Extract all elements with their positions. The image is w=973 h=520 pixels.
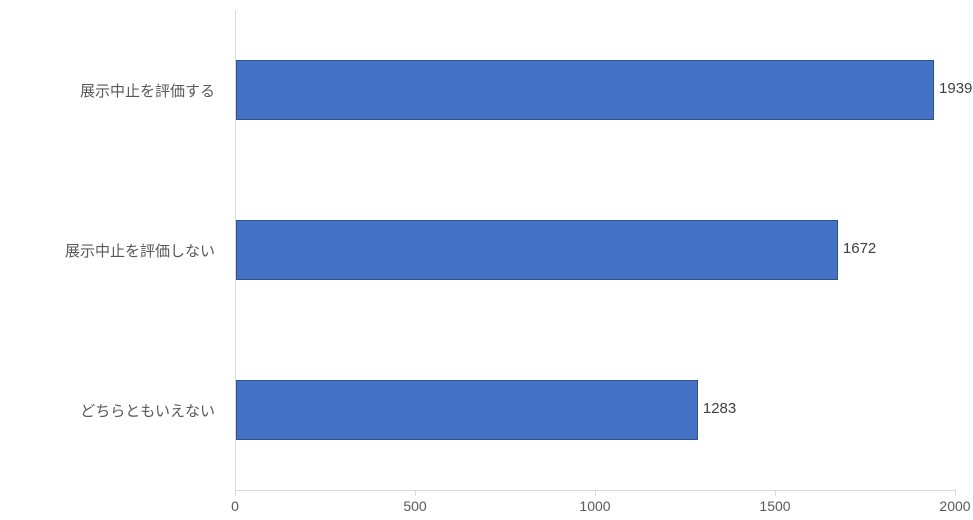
category-label: 展示中止を評価する (0, 80, 215, 101)
category-label: どちらともいえない (0, 400, 215, 421)
chart-container: 0 500 1000 1500 2000 展示中止を評価する 1939 展示中止を評価しない 1… (0, 0, 973, 520)
bar-value-label: 1283 (703, 400, 736, 417)
x-axis-tick-label: 500 (385, 498, 445, 514)
x-axis-tick (955, 490, 956, 496)
x-axis-tick (415, 490, 416, 496)
x-axis-tick (235, 490, 236, 496)
bar-value-label: 1672 (843, 240, 876, 257)
bar (236, 60, 934, 121)
bar-value-label: 1939 (939, 80, 972, 97)
bar (236, 220, 838, 281)
x-axis-tick-label: 1500 (745, 498, 805, 514)
x-axis-tick (595, 490, 596, 496)
bar (236, 380, 698, 441)
x-axis-tick-label: 0 (205, 498, 265, 514)
x-axis-tick-label: 2000 (925, 498, 973, 514)
x-axis-tick-label: 1000 (565, 498, 625, 514)
x-axis-tick (775, 490, 776, 496)
category-label: 展示中止を評価しない (0, 240, 215, 261)
